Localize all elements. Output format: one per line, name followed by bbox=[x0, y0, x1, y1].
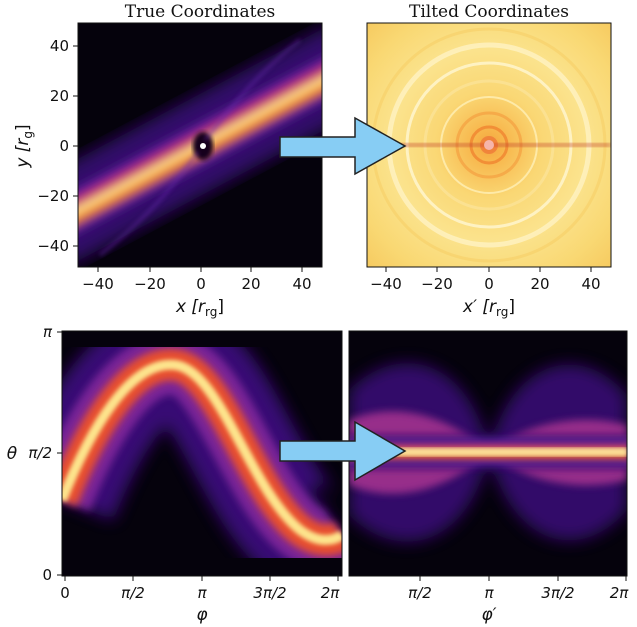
top-left-center-dot bbox=[200, 143, 206, 149]
top-right-title: Tilted Coordinates bbox=[409, 2, 569, 22]
top-left-xtick: 0 bbox=[196, 275, 206, 293]
bottom-right-xlabel: φ′ bbox=[481, 605, 496, 625]
bottom-right-xtick: π bbox=[484, 584, 494, 602]
top-left-ytick: 20 bbox=[50, 87, 69, 105]
bottom-left-xtick: 0 bbox=[60, 584, 70, 602]
bottom-transform-arrow bbox=[279, 420, 407, 482]
bottom-left-xtick: π/2 bbox=[121, 584, 145, 602]
bottom-right-xticks: π/2 π 3π/2 2π bbox=[408, 576, 629, 602]
bottom-left-xtick: 3π/2 bbox=[253, 584, 286, 602]
top-left-xtick: −20 bbox=[134, 275, 166, 293]
top-right-xtick: −40 bbox=[370, 275, 402, 293]
top-left-ytick: −20 bbox=[37, 187, 69, 205]
top-left-ytick: 0 bbox=[59, 137, 69, 155]
top-left-xlabel: x [rrg] bbox=[175, 297, 224, 319]
top-transform-arrow bbox=[279, 116, 407, 176]
bottom-left-xticks: 0 π/2 π 3π/2 2π bbox=[60, 576, 340, 602]
bottom-right-xtick: 2π bbox=[610, 584, 630, 602]
top-right-xtick: 0 bbox=[484, 275, 494, 293]
top-right-xlabel: x′ [rrg] bbox=[462, 297, 515, 319]
top-left-ytick: −40 bbox=[37, 237, 69, 255]
bottom-right-xtick: 3π/2 bbox=[541, 584, 574, 602]
top-right-xtick: 20 bbox=[530, 275, 549, 293]
bottom-left-ytick: π bbox=[43, 323, 53, 341]
bottom-left-ylabel: θ bbox=[7, 444, 18, 464]
bottom-left-plot bbox=[62, 331, 342, 576]
bottom-right-plot bbox=[349, 331, 627, 576]
bottom-left-ytick: 0 bbox=[42, 566, 52, 584]
top-left-xticks: −40 −20 0 20 40 bbox=[82, 267, 312, 293]
bottom-right-xtick: π/2 bbox=[408, 584, 432, 602]
top-left-title: True Coordinates bbox=[125, 2, 276, 22]
top-left-xtick: 20 bbox=[241, 275, 260, 293]
bottom-left-xtick: π bbox=[197, 584, 207, 602]
bottom-left-xlabel: φ bbox=[196, 605, 208, 625]
top-left-xtick: −40 bbox=[82, 275, 114, 293]
top-right-plot bbox=[367, 23, 611, 267]
top-right-xticks: −40 −20 0 20 40 bbox=[370, 267, 601, 293]
top-left-yticks: 40 20 0 −20 −40 bbox=[37, 37, 78, 255]
bottom-left-sinusoid bbox=[62, 359, 342, 545]
bottom-left-yticks: π π/2 0 bbox=[28, 323, 62, 584]
top-right-xtick: 40 bbox=[581, 275, 600, 293]
bottom-left-xtick: 2π bbox=[321, 584, 341, 602]
top-left-xtick: 40 bbox=[292, 275, 311, 293]
top-left-ytick: 40 bbox=[50, 37, 69, 55]
bottom-left-ytick: π/2 bbox=[28, 444, 52, 462]
top-left-ylabel: y [rg] bbox=[13, 124, 35, 168]
top-right-xtick: −20 bbox=[421, 275, 453, 293]
top-right-center-dot bbox=[484, 140, 494, 150]
